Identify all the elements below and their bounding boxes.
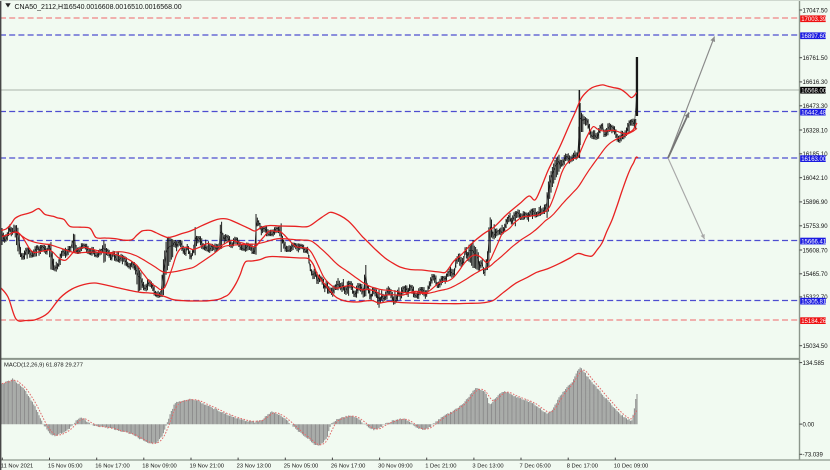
svg-text:15608.70: 15608.70	[803, 248, 829, 254]
svg-text:1 Dec 21:00: 1 Dec 21:00	[425, 463, 456, 469]
svg-text:16568.00: 16568.00	[801, 88, 827, 94]
svg-text:CNA50_2112,H1: CNA50_2112,H1	[15, 4, 68, 11]
svg-text:16473.30: 16473.30	[803, 104, 829, 110]
svg-text:16 Nov 17:00: 16 Nov 17:00	[95, 463, 129, 469]
svg-text:16185.10: 16185.10	[803, 152, 829, 158]
svg-text:15465.70: 15465.70	[803, 272, 829, 278]
svg-text:15666.41: 15666.41	[801, 239, 827, 245]
svg-text:25 Nov 05:00: 25 Nov 05:00	[284, 463, 318, 469]
svg-text:3 Dec 13:00: 3 Dec 13:00	[472, 463, 503, 469]
svg-text:23 Nov 13:00: 23 Nov 13:00	[237, 463, 271, 469]
svg-text:MACD(12,26,9) 61.878 29.277: MACD(12,26,9) 61.878 29.277	[4, 363, 83, 369]
svg-text:16761.50: 16761.50	[803, 56, 829, 62]
svg-text:18 Nov 09:00: 18 Nov 09:00	[142, 463, 176, 469]
svg-text:8 Dec 17:00: 8 Dec 17:00	[567, 463, 598, 469]
svg-text:10 Dec 09:00: 10 Dec 09:00	[614, 463, 648, 469]
svg-text:16442.48: 16442.48	[801, 110, 827, 116]
svg-text:15034.50: 15034.50	[803, 344, 829, 350]
svg-text:17047.50: 17047.50	[803, 8, 829, 14]
svg-text:16568.00: 16568.00	[153, 4, 182, 11]
svg-text:7 Dec 05:00: 7 Dec 05:00	[520, 463, 551, 469]
svg-text:15 Nov 05:00: 15 Nov 05:00	[48, 463, 82, 469]
svg-text:0.00: 0.00	[803, 422, 815, 428]
svg-text:30 Nov 09:00: 30 Nov 09:00	[378, 463, 412, 469]
svg-text:-73.039: -73.039	[803, 453, 824, 459]
svg-text:16897.60: 16897.60	[801, 34, 827, 40]
svg-text:16042.10: 16042.10	[803, 176, 829, 182]
svg-text:134.585: 134.585	[803, 361, 825, 367]
svg-text:17003.39: 17003.39	[801, 17, 827, 23]
svg-text:15753.90: 15753.90	[803, 224, 829, 230]
svg-text:16608.00: 16608.00	[94, 4, 123, 11]
svg-text:19 Nov 21:00: 19 Nov 21:00	[190, 463, 224, 469]
svg-text:15896.90: 15896.90	[803, 200, 829, 206]
svg-text:16328.10: 16328.10	[803, 128, 829, 134]
svg-text:16163.00: 16163.00	[801, 157, 827, 163]
svg-text:26 Nov 17:00: 26 Nov 17:00	[331, 463, 365, 469]
svg-text:16540.00: 16540.00	[65, 4, 94, 11]
svg-text:15305.81: 15305.81	[801, 299, 827, 305]
svg-text:16616.30: 16616.30	[803, 80, 829, 86]
svg-text:11 Nov 2021: 11 Nov 2021	[1, 463, 33, 469]
svg-text:16510.00: 16510.00	[123, 4, 152, 11]
svg-text:15184.26: 15184.26	[801, 319, 827, 325]
